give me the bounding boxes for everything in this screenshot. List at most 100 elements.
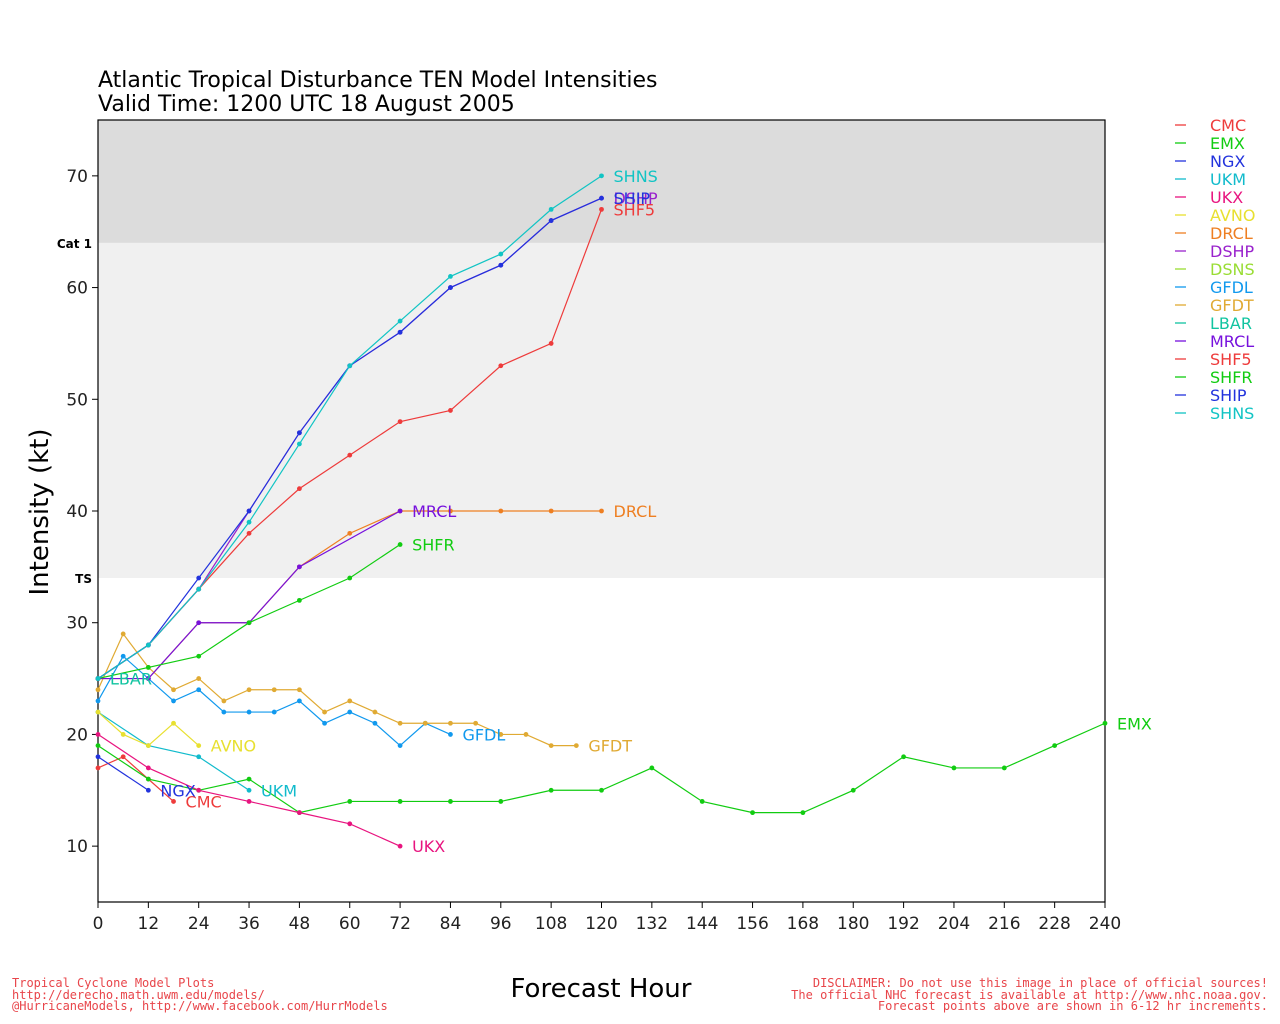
data-point [448,799,453,804]
data-point [221,709,227,715]
data-point [297,430,302,436]
footer-credits: Tropical Cyclone Model Plots http://dere… [12,977,388,1013]
y-tick-label: 60 [66,279,88,299]
data-point [498,508,504,514]
series-shns [95,173,604,681]
legend-entry: GFDL [1210,278,1253,297]
legend: CMCEMXNGXUKMUKXAVNODRCLDSHPDSNSGFDLGFDTL… [1175,116,1255,423]
data-point [347,575,353,581]
data-point [498,732,504,737]
data-point [145,743,151,748]
data-point [448,274,453,279]
data-point [397,419,403,425]
data-point [95,732,101,737]
data-point [448,408,453,413]
series-line [97,711,200,747]
data-point [397,508,403,514]
data-point [448,732,453,737]
y-axis-label: Intensity (kt) [25,429,55,596]
data-point [498,251,504,257]
series-end-label: DRCL [614,502,657,521]
y-tick-label: 30 [66,614,88,634]
data-point [397,542,403,547]
series-end-label: GFDL [462,725,505,744]
legend-entry: UKM [1210,170,1246,189]
x-tick-label: 228 [1038,914,1070,934]
data-point [246,620,252,626]
data-point [145,765,151,771]
data-point [171,720,176,726]
data-point [95,743,101,748]
data-point [145,665,151,670]
data-point [422,720,428,726]
data-point [145,776,151,782]
legend-entry: NGX [1210,152,1245,171]
data-point [498,262,504,268]
data-point [347,530,353,536]
data-point [347,698,353,704]
data-point [246,687,252,693]
x-tick-label: 24 [188,914,210,934]
data-point [523,732,529,737]
legend-entry: AVNO [1210,206,1255,225]
data-point [246,776,252,782]
x-tick-label: 12 [138,914,160,934]
data-point [1052,743,1058,748]
data-point [246,519,252,525]
data-point [347,709,353,715]
data-point [1001,765,1007,771]
data-point [246,787,252,793]
data-point [448,508,453,514]
series-end-label: MRCL [412,502,456,521]
data-point [548,508,554,514]
legend-entry: SHF5 [1210,350,1252,369]
data-point [246,709,252,715]
x-tick-label: 180 [837,914,869,934]
series-end-label: SHF5 [614,200,656,219]
legend-entry: EMX [1210,134,1245,153]
data-point [548,206,554,212]
x-tick-label: 108 [535,914,567,934]
y-tick-label: 70 [66,167,88,187]
data-point [599,508,604,514]
data-point [548,787,554,793]
series-end-label: DSHP [614,189,659,208]
data-point [95,698,101,704]
series-gfdt [95,631,579,748]
data-point [196,676,202,681]
x-tick-label: 84 [440,914,462,934]
data-point [271,709,277,715]
data-point [145,787,151,793]
x-tick-label: 36 [238,914,260,934]
data-point [120,732,126,737]
band-label: TS [75,572,92,586]
series-end-label: SHNS [614,167,658,186]
data-point [246,508,252,514]
x-tick-label: 144 [686,914,718,934]
data-point [196,687,202,693]
data-point [95,676,101,681]
series-avno [95,709,202,748]
data-point [548,218,554,223]
data-point [750,810,755,816]
y-tick-label: 10 [66,837,88,857]
x-tick-label: 168 [787,914,819,934]
footer-line: The official NHC forecast is available a… [791,987,1268,1002]
data-point [548,341,554,346]
series-end-label: NGX [160,781,195,800]
data-point [599,173,604,179]
footer-line: http://derecho.math.uwm.edu/models/ [12,987,265,1002]
data-point [246,530,252,536]
footer-line: Forecast points above are shown in 6-12 … [877,999,1268,1013]
series-end-label: LBAR [110,670,152,689]
series-line [97,632,577,747]
data-point [498,363,504,369]
data-point [800,810,806,816]
x-tick-label: 0 [93,914,104,934]
data-point [599,206,604,212]
data-point [297,564,302,570]
data-point [322,720,327,726]
x-tick-label: 204 [938,914,970,934]
y-tick-label: 20 [66,725,88,745]
series-line [97,756,149,791]
